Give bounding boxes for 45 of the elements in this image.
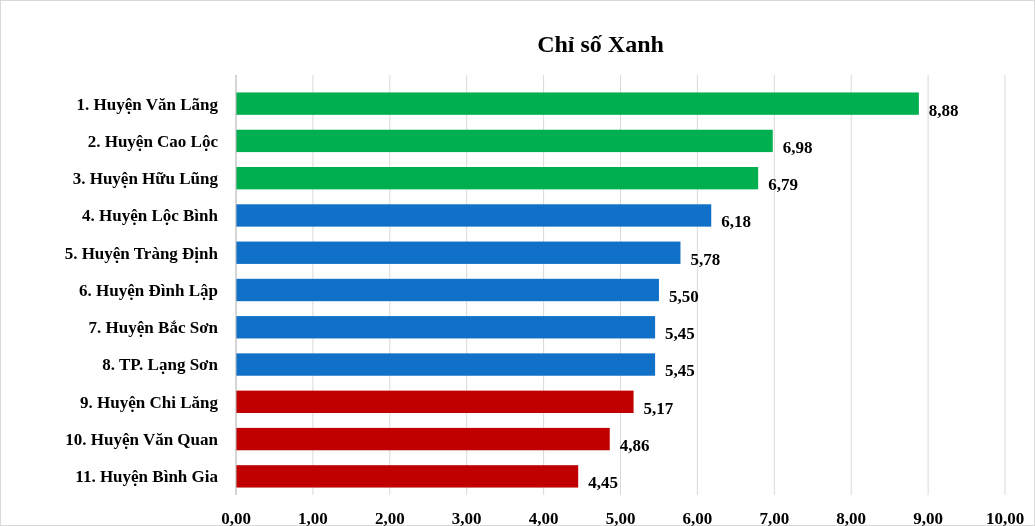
x-tick-label: 7,00 [759,509,790,526]
data-label: 6,79 [768,175,798,195]
bar [236,92,919,115]
bar [236,167,759,190]
data-label: 4,45 [588,473,618,493]
bar [236,316,656,339]
x-tick-label: 3,00 [451,509,482,526]
x-tick-label: 5,00 [605,509,636,526]
y-tick-label: 9. Huyện Chi Lăng [80,392,219,412]
bar [236,390,634,413]
data-label: 6,18 [721,212,751,232]
x-tick-label: 6,00 [682,509,713,526]
data-label: 5,45 [665,361,695,381]
data-label: 5,78 [690,249,721,269]
bar [236,353,656,376]
bar [236,204,712,227]
x-tick-label: 9,00 [913,509,943,526]
data-label: 6,98 [782,137,813,157]
y-tick-label: 7. Huyện Bắc Sơn [88,318,219,338]
x-tick-label: 0,00 [221,509,251,526]
bar [236,465,579,488]
bar [236,129,773,153]
bar [236,278,659,302]
data-label: 8,88 [928,100,959,120]
data-label: 5,45 [665,324,695,344]
y-tick-label: 6. Huyện Đình Lập [79,280,218,300]
y-tick-label: 11. Huyện Bình Gia [75,467,219,487]
bar [236,241,681,264]
x-tick-label: 8,00 [836,509,867,526]
x-tick-label: 2,00 [374,509,405,526]
y-tick-label: 5. Huyện Tràng Định [64,243,219,263]
y-tick-label: 4. Huyện Lộc Bình [81,206,219,226]
bar [236,427,610,451]
data-label: 5,17 [643,398,674,418]
chart-title: Chỉ số Xanh [537,31,664,57]
x-tick-label: 4,00 [528,509,559,526]
y-tick-label: 3. Huyện Hữu Lũng [72,169,219,189]
data-label: 5,50 [668,286,699,306]
x-tick-label: 1,00 [298,509,328,526]
y-tick-label: 2. Huyện Cao Lộc [87,131,219,151]
data-label: 4,86 [619,436,650,456]
y-tick-label: 1. Huyện Văn Lãng [76,94,219,114]
y-tick-label: 10. Huyện Văn Quan [65,430,219,450]
y-tick-label: 8. TP. Lạng Sơn [102,355,219,375]
x-tick-label: 10,00 [985,509,1025,526]
